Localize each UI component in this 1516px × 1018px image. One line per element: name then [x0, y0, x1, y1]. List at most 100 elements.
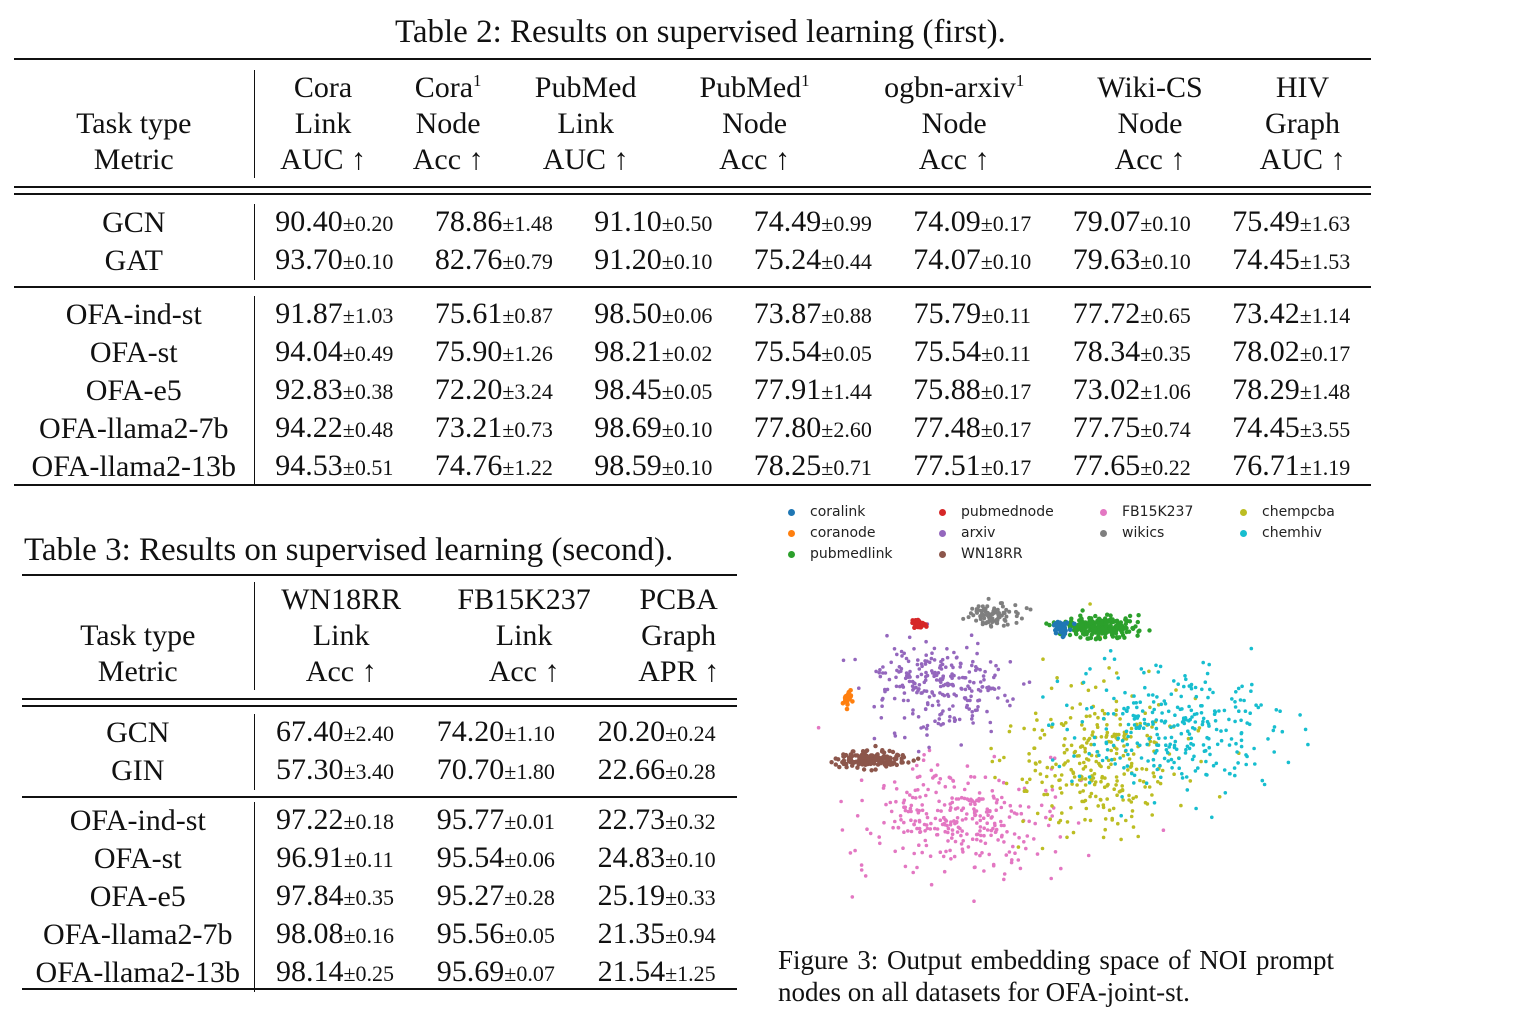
std-value: ±0.99 [821, 211, 872, 236]
scatter-point-FB15K237 [991, 826, 995, 831]
scatter-point-FB15K237 [859, 863, 864, 867]
mean-value: 74.09 [913, 205, 981, 238]
result-cell: 77.80±2.60 [733, 410, 892, 448]
result-cell: 95.69±0.07 [415, 954, 576, 992]
scatter-point-FB15K237 [1012, 832, 1017, 836]
scatter-point-arxiv [970, 663, 974, 668]
scatter-point-FB15K237 [1009, 860, 1014, 865]
scatter-point-FB15K237 [903, 808, 908, 813]
scatter-point-FB15K237 [915, 826, 919, 831]
scatter-point-chemhiv [1194, 806, 1198, 811]
std-value: ±0.17 [980, 379, 1032, 404]
scatter-point-FB15K237 [924, 843, 929, 848]
scatter-point-FB15K237 [946, 826, 951, 831]
scatter-point-chempcba [1094, 794, 1098, 799]
scatter-point-FB15K237 [889, 809, 894, 814]
scatter-point-chemhiv [1194, 694, 1199, 699]
scatter-point-FB15K237 [952, 854, 957, 859]
scatter-point-chempcba [1084, 757, 1089, 761]
scatter-point-chemhiv [1184, 747, 1188, 752]
scatter-point-wikics [970, 606, 975, 611]
scatter-point-FB15K237 [965, 812, 969, 816]
scatter-point-arxiv [920, 664, 924, 669]
method-name: OFA-llama2-7b [14, 410, 255, 448]
std-value: ±0.11 [343, 847, 394, 872]
column-header: ogbn-arxiv1 [842, 70, 1065, 106]
scatter-point-arxiv [963, 687, 968, 692]
scatter-point-pubmedlink [1108, 629, 1113, 634]
std-value: ±0.28 [504, 885, 555, 910]
scatter-point-chemhiv [1047, 723, 1051, 727]
scatter-point-arxiv [951, 704, 955, 708]
legend-marker-icon [939, 551, 946, 558]
scatter-point-chempcba [1021, 819, 1025, 824]
scatter-point-wikics [974, 607, 979, 612]
scatter-point-FB15K237 [1018, 866, 1023, 871]
scatter-point-FB15K237 [968, 802, 973, 806]
scatter-point-chemhiv [1113, 762, 1117, 766]
scatter-point-wikics [1019, 616, 1024, 621]
mean-value: 74.45 [1232, 411, 1300, 444]
scatter-point-chempcba [1080, 777, 1084, 781]
scatter-point-chempcba [1141, 779, 1146, 784]
result-cell: 75.24±0.44 [733, 242, 892, 280]
result-cell: 73.87±0.88 [733, 296, 892, 334]
scatter-point-chempcba [1082, 736, 1086, 741]
scatter-point-FB15K237 [960, 847, 965, 851]
scatter-point-FB15K237 [1009, 809, 1014, 813]
header-label: Task type [22, 618, 255, 654]
header-row: WN18RR FB15K237 PCBA [22, 582, 737, 618]
scatter-point-chemhiv [1092, 742, 1096, 747]
scatter-point-chempcba [1078, 790, 1082, 795]
scatter-point-chempcba [1114, 751, 1119, 756]
scatter-point-FB15K237 [942, 803, 947, 807]
result-cell: 25.19±0.33 [576, 878, 737, 916]
scatter-point-chemhiv [1146, 693, 1151, 697]
scatter-point-wikics [1007, 609, 1012, 614]
scatter-point-chempcba [1040, 780, 1044, 785]
std-value: ±0.06 [504, 847, 555, 872]
scatter-point-FB15K237 [979, 833, 983, 838]
scatter-point-chemhiv [1204, 759, 1208, 764]
scatter-point-chempcba [1100, 774, 1105, 779]
scatter-point-chempcba [1103, 827, 1107, 832]
scatter-point-wikics [976, 604, 981, 609]
scatter-point-chempcba [1118, 722, 1123, 727]
scatter-point-arxiv [914, 685, 918, 690]
scatter-point-chemhiv [1132, 694, 1136, 698]
scatter-point-FB15K237 [1002, 872, 1007, 876]
scatter-point-chempcba [1131, 796, 1135, 801]
scatter-point-chemhiv [1155, 695, 1159, 699]
scatter-point-chempcba [1058, 818, 1063, 823]
result-cell: 78.34±0.35 [1052, 334, 1211, 372]
scatter-point-chemhiv [1280, 729, 1285, 734]
header-row: Task type Link Node Link Node Node Node Graph [14, 106, 1371, 142]
scatter-point-arxiv [903, 676, 908, 681]
scatter-point-chemhiv [1229, 737, 1234, 741]
scatter-point-chempcba [1101, 805, 1106, 810]
scatter-point-FB15K237 [840, 828, 845, 832]
scatter-point-arxiv [889, 660, 893, 665]
scatter-point-arxiv [978, 689, 983, 693]
scatter-point-arxiv [929, 656, 934, 661]
mean-value: 75.90 [434, 335, 503, 368]
scatter-point-chemhiv [1166, 759, 1170, 763]
scatter-point-chempcba [1063, 761, 1067, 765]
scatter-point-WN18RR [856, 762, 861, 767]
method-name: OFA-llama2-7b [22, 916, 255, 954]
scatter-point-arxiv [940, 657, 945, 662]
scatter-point-chempcba [1063, 737, 1067, 741]
scatter-point-chemhiv [1245, 754, 1249, 759]
scatter-point-FB15K237 [913, 819, 918, 823]
scatter-point-arxiv [908, 669, 912, 674]
scatter-point-chempcba [1129, 800, 1134, 804]
scatter-point-chemhiv [1232, 766, 1237, 770]
scatter-point-FB15K237 [993, 823, 997, 828]
scatter-point-FB15K237 [1053, 850, 1058, 854]
scatter-point-arxiv [902, 651, 906, 656]
column-header-text: Link [312, 619, 370, 652]
legend-label: pubmedlink [810, 546, 893, 562]
legend-label: coranode [810, 525, 876, 541]
mean-value: 75.24 [753, 243, 822, 276]
scatter-point-chemhiv [1134, 701, 1138, 705]
